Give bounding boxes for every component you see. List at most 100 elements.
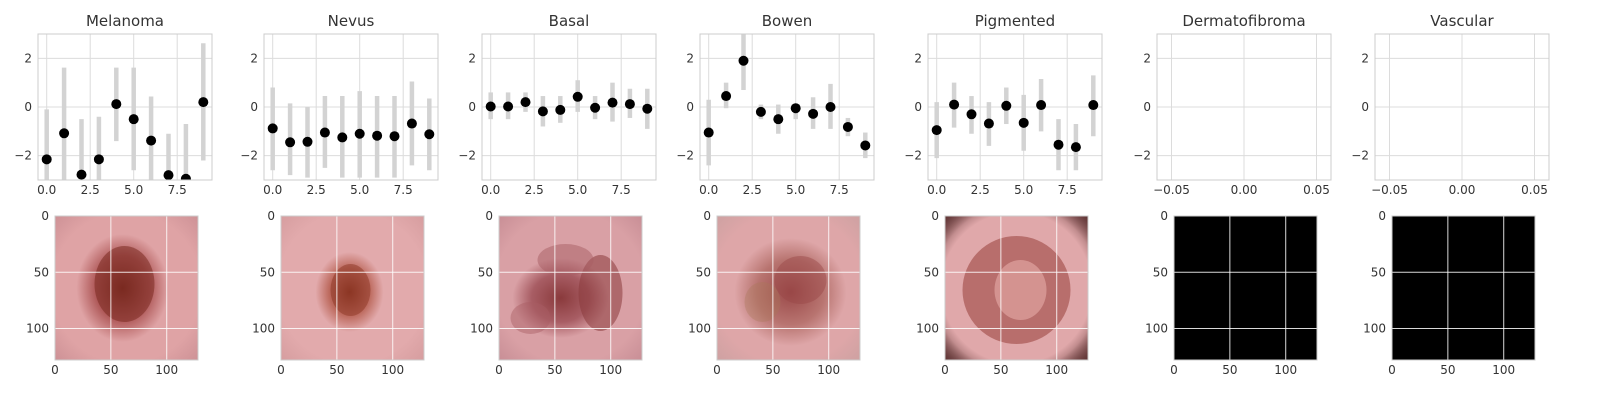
- chart-panel-3: 0.0 2.5 5.0 7.5 −2 0 2 Bowen: [676, 12, 875, 197]
- y-tick-label: −2: [14, 149, 32, 163]
- y-tick-label: 50: [924, 265, 939, 279]
- x-tick-label: 7.5: [394, 183, 413, 197]
- data-point: [111, 99, 122, 110]
- x-tick-label: 0: [51, 363, 59, 377]
- data-point: [198, 97, 209, 108]
- data-point: [267, 123, 278, 134]
- image-panel-6: 0 50 100 0 50 100: [1363, 209, 1536, 377]
- lesion: [734, 238, 847, 346]
- data-point: [966, 109, 977, 120]
- x-tick-label: 100: [599, 363, 622, 377]
- image-frame: [716, 215, 861, 361]
- x-tick-label: 100: [817, 363, 840, 377]
- data-point: [721, 91, 732, 102]
- data-point: [59, 128, 70, 139]
- y-tick-label: 2: [1143, 51, 1151, 65]
- y-tick-label: 0: [686, 100, 694, 114]
- chart-panel-1: 0.0 2.5 5.0 7.5 −2 0 2 Nevus: [240, 12, 439, 197]
- data-point: [406, 118, 417, 129]
- image-panel-2: 0 50 100 0 50 100: [470, 209, 643, 377]
- data-point: [738, 55, 749, 66]
- data-point: [76, 169, 87, 180]
- lesion-core: [94, 246, 155, 322]
- black-image: [1174, 216, 1317, 360]
- y-tick-label: 0: [485, 209, 493, 223]
- y-tick-label: 0: [1143, 100, 1151, 114]
- series: [931, 75, 1099, 171]
- y-tick-label: 2: [24, 51, 32, 65]
- data-point: [389, 131, 400, 142]
- y-tick-label: 2: [686, 51, 694, 65]
- y-tick-label: −2: [904, 149, 922, 163]
- lesion-blotch: [510, 302, 551, 334]
- y-tick-label: 0: [1378, 209, 1386, 223]
- y-tick-label: 100: [1145, 322, 1168, 336]
- plot-frame: [927, 33, 1103, 181]
- x-tick-label: 2.5: [743, 183, 762, 197]
- x-tick-label: 50: [1222, 363, 1237, 377]
- plot-frame: [699, 33, 875, 181]
- data-point: [642, 103, 653, 114]
- data-point: [319, 127, 330, 138]
- y-tick-label: 0: [267, 209, 275, 223]
- x-tick-label: 2.5: [307, 183, 326, 197]
- image-frame: [54, 215, 199, 361]
- image-frame: [1391, 215, 1536, 361]
- lesion-core: [330, 264, 371, 316]
- chart-title: Vascular: [1430, 12, 1494, 30]
- lesion-image: [1174, 216, 1317, 360]
- x-tick-label: 5.0: [786, 183, 805, 197]
- y-tick-label: −2: [1351, 149, 1369, 163]
- x-tick-label: 0.00: [1231, 183, 1258, 197]
- x-tick-label: 100: [381, 363, 404, 377]
- data-point: [590, 102, 601, 113]
- y-tick-label: 100: [252, 322, 275, 336]
- plot-frame: [1374, 33, 1550, 181]
- chart-title: Pigmented: [975, 12, 1055, 30]
- x-tick-label: 50: [329, 363, 344, 377]
- chart-title: Bowen: [762, 12, 812, 30]
- y-tick-label: 0: [1361, 100, 1369, 114]
- data-point: [755, 106, 766, 117]
- x-tick-label: 100: [1045, 363, 1068, 377]
- y-tick-label: 0: [914, 100, 922, 114]
- plot-frame: [263, 33, 439, 181]
- data-point: [163, 170, 174, 180]
- x-tick-label: 50: [1440, 363, 1455, 377]
- data-point: [555, 104, 566, 115]
- x-tick-label: 5.0: [568, 183, 587, 197]
- lesion-image: [717, 216, 860, 360]
- data-point: [703, 127, 714, 138]
- plot-frame: [1156, 33, 1332, 181]
- x-tick-label: 0.0: [699, 183, 718, 197]
- x-tick-label: 50: [993, 363, 1008, 377]
- x-tick-label: −0.05: [1153, 183, 1190, 197]
- x-tick-label: 2.5: [81, 183, 100, 197]
- lesion-image: [499, 216, 642, 360]
- data-point: [572, 91, 583, 102]
- y-tick-label: 0: [703, 209, 711, 223]
- image-panel-5: 0 50 100 0 50 100: [1145, 209, 1318, 377]
- y-tick-label: 0: [250, 100, 258, 114]
- image-frame: [1173, 215, 1318, 361]
- data-point: [146, 135, 157, 146]
- y-tick-label: 2: [250, 51, 258, 65]
- data-point: [825, 102, 836, 112]
- x-tick-label: 50: [765, 363, 780, 377]
- y-tick-label: 50: [1371, 265, 1386, 279]
- data-point: [607, 97, 618, 108]
- data-point: [424, 129, 435, 140]
- x-tick-label: 2.5: [525, 183, 544, 197]
- y-tick-label: 2: [914, 51, 922, 65]
- y-tick-label: 50: [696, 265, 711, 279]
- data-point: [808, 108, 819, 119]
- x-tick-label: 100: [1492, 363, 1515, 377]
- x-tick-label: 0: [941, 363, 949, 377]
- lesion-image: [1392, 216, 1535, 360]
- lesion-image: [945, 216, 1088, 360]
- data-point: [520, 97, 531, 108]
- x-tick-label: 5.0: [1014, 183, 1033, 197]
- data-point: [302, 136, 313, 147]
- data-point: [931, 125, 942, 136]
